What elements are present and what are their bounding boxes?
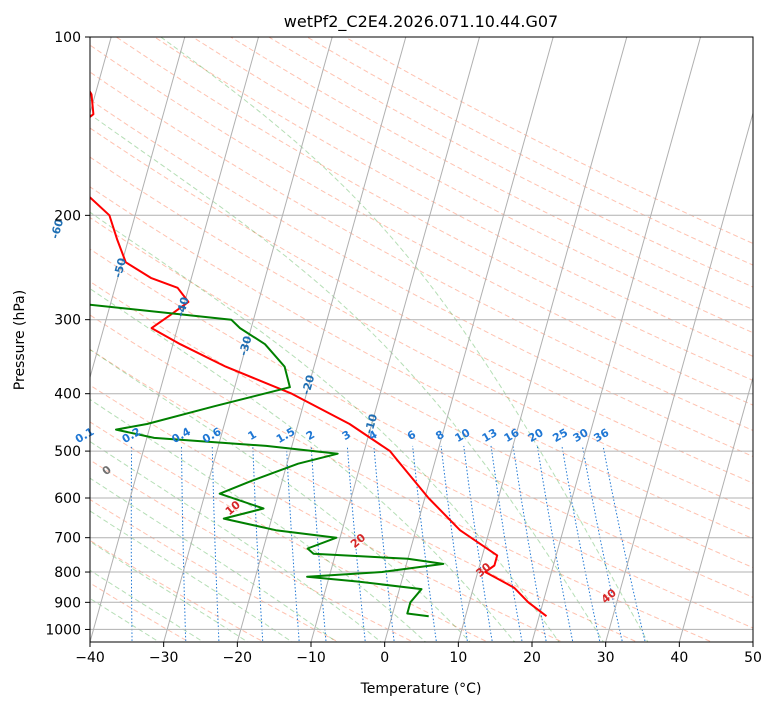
x-tick-label: 10 <box>449 650 467 666</box>
x-tick-label: −30 <box>149 650 179 666</box>
mixing-ratio-line <box>561 445 601 642</box>
dry-adiabat <box>229 37 753 311</box>
x-axis-label: Temperature (°C) <box>360 681 482 697</box>
dry-adiabat <box>267 37 753 288</box>
dry-adiabat <box>191 37 753 334</box>
x-tick-label: 0 <box>380 650 389 666</box>
profile-lines <box>90 89 548 618</box>
mixing-ratio-line <box>602 445 646 642</box>
pressure-gridlines <box>90 37 753 630</box>
mixing-ratio-line <box>130 445 133 642</box>
mixing-ratio-line <box>373 445 395 642</box>
y-tick-label: 500 <box>54 444 81 460</box>
isotherm-line <box>163 37 333 642</box>
isotherm-line <box>90 37 186 380</box>
y-tick-label: 900 <box>54 595 81 611</box>
skewed-isotherms <box>90 37 753 642</box>
temperature-profile-line <box>90 89 548 617</box>
isotherm-label: -60 <box>48 217 66 240</box>
isotherm-line <box>384 37 554 642</box>
dry-adiabat <box>90 216 753 569</box>
x-tick-label: −40 <box>75 650 105 666</box>
moist-adiabat <box>90 569 205 642</box>
plot-frame <box>89 36 754 643</box>
mixing-ratio-line <box>310 445 327 642</box>
isotherm-label: -40 <box>174 295 192 318</box>
dry-adiabat <box>90 248 753 598</box>
y-tick-label: 1000 <box>45 622 81 638</box>
mixing-ratio-line <box>346 445 366 642</box>
isotherm-line <box>236 37 407 642</box>
x-tick-label: 30 <box>597 650 615 666</box>
x-axis: −40 −30 −20 −10 0 10 20 30 40 50 <box>75 642 762 666</box>
y-tick-label: 700 <box>54 531 81 547</box>
mixing-ratio-line <box>286 445 300 642</box>
moist-adiabat <box>90 477 338 642</box>
mixing-ratio-line <box>536 445 574 642</box>
dry-adiabat <box>90 186 753 540</box>
isotherm-line <box>457 37 628 642</box>
chart-title: wetPf2_C2E4.2026.071.10.44.G07 <box>284 12 558 32</box>
y-tick-label: 800 <box>54 565 81 581</box>
dry-adiabat <box>90 44 753 406</box>
moist-adiabat <box>90 398 427 642</box>
y-tick-label: 400 <box>54 387 81 403</box>
isotherm-line <box>678 375 753 642</box>
x-tick-label: 40 <box>670 650 688 666</box>
isotherm-label: -50 <box>111 256 129 279</box>
y-axis-label: Pressure (hPa) <box>12 290 28 390</box>
isotherm-label: -30 <box>237 334 255 357</box>
isotherm-line <box>310 37 480 642</box>
mixing-ratio-line <box>412 445 437 642</box>
isotherm-line <box>90 37 259 642</box>
isotherm-label: -10 <box>362 412 380 435</box>
mixing-ratio-line <box>581 445 623 642</box>
moist-adiabat <box>90 510 293 642</box>
isotherm-line <box>605 111 753 642</box>
x-tick-label: 50 <box>744 650 762 666</box>
mixing-ratio-line <box>512 445 547 642</box>
x-tick-label: −10 <box>296 650 326 666</box>
y-tick-label: 100 <box>54 30 81 46</box>
isotherm-line <box>531 37 701 642</box>
x-tick-label: 20 <box>523 650 541 666</box>
mixing-ratio-line <box>252 445 264 642</box>
dry-adiabat <box>153 37 753 357</box>
mixing-ratio-line <box>490 445 523 642</box>
mixing-ratio-line <box>211 445 220 642</box>
moist-adiabat <box>90 540 249 642</box>
dewpoint-profile-line <box>90 303 445 618</box>
mixing-ratio-line <box>440 445 469 642</box>
moist-adiabat <box>90 597 161 642</box>
y-tick-label: 600 <box>54 491 81 507</box>
isotherm-label: -20 <box>299 373 317 396</box>
moist-adiabat <box>90 348 471 642</box>
x-tick-label: −20 <box>223 650 253 666</box>
mixing-ratio-line <box>181 445 187 642</box>
moist-adiabat <box>90 440 382 642</box>
y-axis: 100 200 300 400 500 600 700 800 900 1000 <box>45 30 90 638</box>
dry-adiabat <box>90 71 753 432</box>
y-tick-label: 200 <box>54 208 81 224</box>
y-tick-label: 300 <box>54 313 81 329</box>
dry-adiabat <box>115 37 753 382</box>
